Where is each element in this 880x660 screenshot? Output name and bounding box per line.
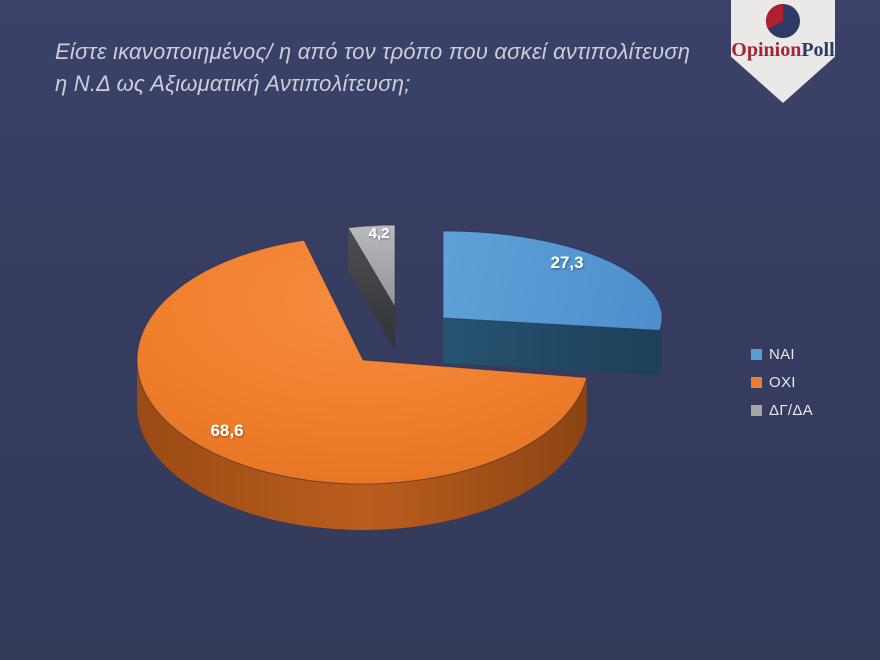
slice-ΟΧΙ-top <box>136 239 588 485</box>
legend-swatch-dgda <box>751 405 762 416</box>
logo-wordmark-poll: Poll <box>801 39 835 61</box>
slice-ΝΑΙ-rim <box>659 318 663 376</box>
legend-item-dgda: ΔΓ/ΔΑ <box>751 402 813 419</box>
question-title-line-1: Είστε ικανοποιημένος/ η από τον τρόπο πο… <box>55 39 691 64</box>
logo-wordmark-opinion: Opinion <box>731 39 802 61</box>
legend-label-nai: ΝΑΙ <box>769 346 795 363</box>
slice-ΟΧΙ-rim <box>137 360 587 530</box>
opinionpoll-logo: OpinionPoll <box>731 0 835 103</box>
slice-ΝΑΙ-top <box>442 230 663 331</box>
legend-label-dgda: ΔΓ/ΔΑ <box>769 402 813 419</box>
legend-swatch-oxi <box>751 377 762 388</box>
slice-ΔΓ/ΔΑ-data-label: 4,2 <box>369 225 390 242</box>
chart-legend: ΝΑΙ ΟΧΙ ΔΓ/ΔΑ <box>751 346 813 430</box>
slice-ΔΓ/ΔΑ-top <box>347 224 396 308</box>
slice-ΔΓ/ΔΑ-side-wall <box>348 227 395 350</box>
logo-wordmark: OpinionPoll <box>731 39 835 62</box>
pie-chart-icon <box>766 4 800 38</box>
legend-item-oxi: ΟΧΙ <box>751 374 813 391</box>
legend-item-nai: ΝΑΙ <box>751 346 813 363</box>
question-title-line-2: η Ν.Δ ως Αξιωματική Αντιπολίτευση; <box>55 71 411 96</box>
slice-ΟΧΙ-data-label: 68,6 <box>210 421 243 440</box>
slice-ΝΑΙ-side-wall <box>443 318 660 376</box>
question-title: Είστε ικανοποιημένος/ η από τον τρόπο πο… <box>55 36 755 100</box>
legend-swatch-nai <box>751 349 762 360</box>
legend-label-oxi: ΟΧΙ <box>769 374 796 391</box>
slice-ΝΑΙ-data-label: 27,3 <box>550 253 583 272</box>
